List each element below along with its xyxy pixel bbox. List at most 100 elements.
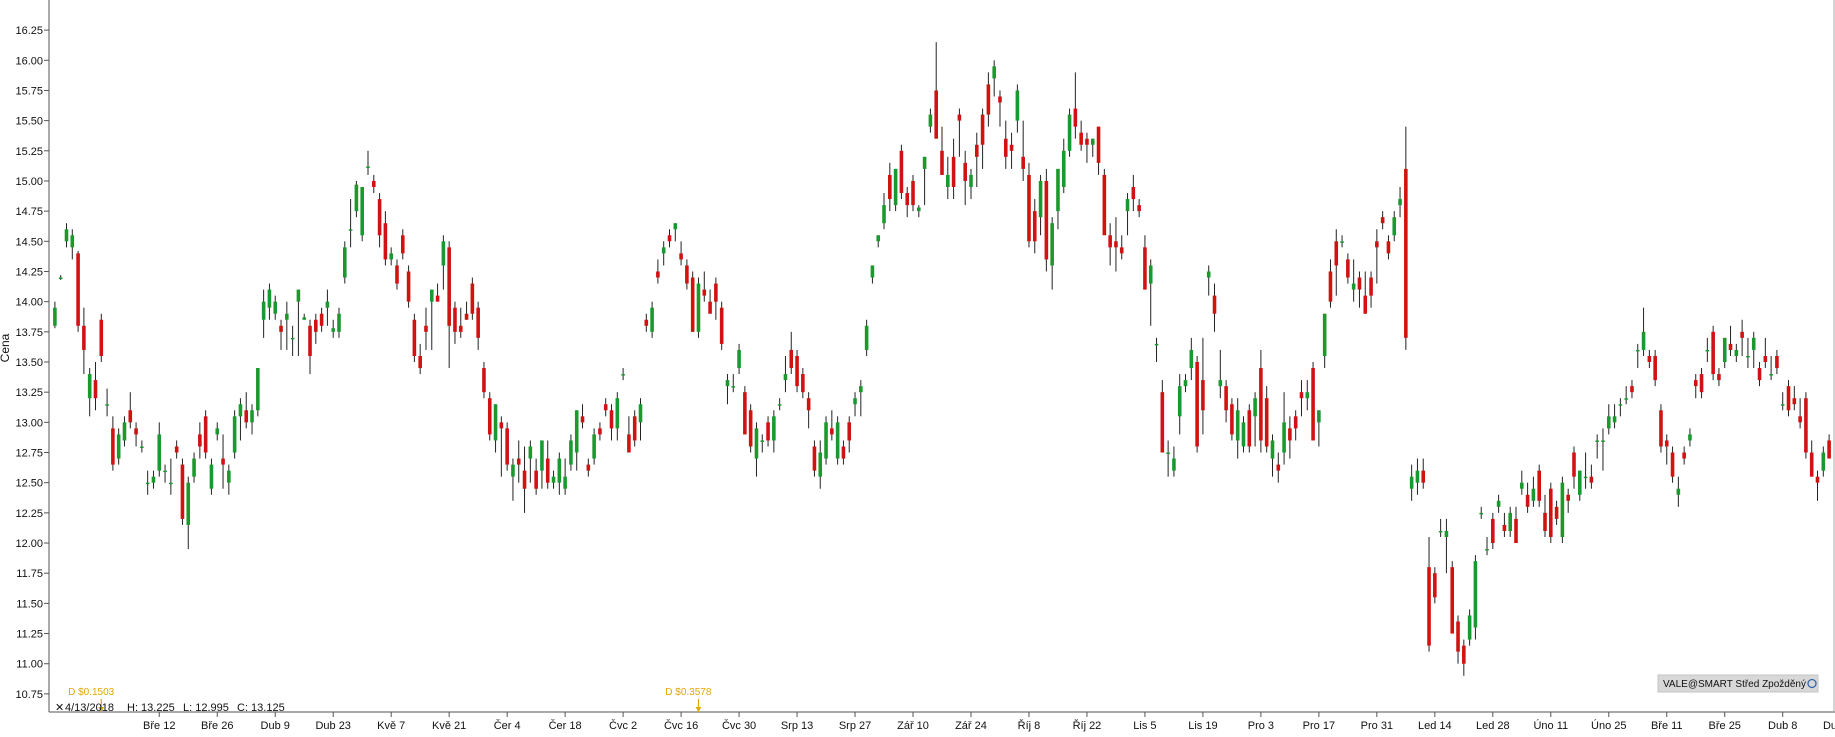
candle-body [64, 229, 69, 242]
candle [1154, 337, 1159, 362]
candle-body [1154, 343, 1159, 346]
candle-body [621, 374, 625, 376]
candle [1427, 537, 1431, 652]
candle-body [145, 482, 150, 485]
candle-body [1670, 452, 1675, 477]
x-tick-label: Čvc 16 [664, 719, 698, 732]
candle-body [1044, 180, 1049, 260]
candle [1746, 337, 1750, 369]
candle-body [325, 301, 330, 308]
close-x-icon[interactable]: ✕ [55, 702, 64, 714]
candle [1647, 349, 1652, 369]
candle [870, 265, 875, 284]
candle-body [1317, 410, 1321, 423]
candle [835, 416, 840, 465]
candle [1734, 343, 1739, 362]
candle-body [569, 440, 573, 465]
candle-body [1444, 530, 1449, 537]
candle-body [1131, 187, 1136, 200]
refresh-icon[interactable] [1807, 678, 1817, 689]
candle [1624, 386, 1628, 405]
candle [1148, 259, 1153, 326]
candle-body [1224, 386, 1228, 411]
candle-body [1467, 615, 1472, 640]
candle [244, 392, 249, 429]
candle [1253, 392, 1257, 447]
candle-body [667, 235, 672, 242]
candle-body [1114, 241, 1118, 248]
y-axis-ticks: 10.75 11.00 11.25 11.50 11.75 12.00 12.25 12.50… [15, 25, 49, 701]
candle-body [905, 193, 910, 206]
candle [192, 452, 196, 483]
candle [1438, 518, 1443, 537]
candle-body [1618, 404, 1623, 406]
candle-body [864, 325, 869, 350]
candle-body [777, 404, 782, 406]
candle-body [1079, 132, 1083, 145]
candle [1363, 271, 1368, 314]
candle [598, 422, 602, 441]
candle [725, 374, 730, 405]
x-tick-label: Kvě 21 [432, 720, 466, 732]
candle-body [1577, 470, 1582, 495]
candle [1821, 446, 1826, 477]
candle [163, 464, 167, 483]
candle-body [1583, 476, 1588, 479]
candle-body [1148, 265, 1153, 284]
candle [1409, 464, 1414, 501]
candle [1317, 410, 1321, 447]
candle [893, 168, 898, 212]
candle [969, 168, 973, 200]
candle [656, 259, 660, 284]
candle-body [627, 434, 631, 453]
candle-body [1751, 337, 1756, 350]
candle-body [105, 404, 109, 406]
candle [1369, 271, 1373, 308]
candle [1096, 126, 1101, 175]
candle [1166, 440, 1170, 477]
candle [1027, 162, 1031, 248]
candle-body [343, 247, 347, 278]
candle [412, 313, 417, 362]
candle [1404, 126, 1408, 350]
candle [679, 241, 683, 266]
candle [418, 343, 422, 375]
candle-body [516, 458, 521, 465]
candle [429, 289, 434, 350]
candle [343, 241, 347, 284]
candle [714, 277, 718, 320]
candle-body [882, 205, 886, 224]
candle-body [412, 319, 417, 356]
x-tick-label: Bře 25 [1709, 720, 1741, 732]
candle [116, 428, 121, 465]
candle-body [1485, 549, 1489, 551]
candle-body [1398, 199, 1402, 206]
candle-body [650, 307, 654, 332]
candle-body [476, 307, 480, 338]
x-tick-label: Čer 4 [494, 719, 521, 732]
candle-body [1270, 440, 1275, 459]
candle-body [1305, 392, 1310, 399]
symbol-badge[interactable]: VALE@SMART Střed Zpožděný [1657, 674, 1819, 693]
candle [603, 398, 608, 417]
candle [1067, 108, 1072, 157]
candle-body [1067, 114, 1072, 151]
dividend-markers: D $0.1503 D $0.3578 [68, 687, 712, 712]
candle [331, 319, 336, 338]
candle [1230, 398, 1234, 441]
candle [180, 458, 185, 525]
candle [256, 368, 260, 417]
candle [354, 180, 359, 218]
candle-body [899, 150, 904, 194]
candle [1554, 500, 1559, 525]
candle-body [1693, 380, 1698, 387]
candle-body [470, 283, 475, 314]
candle [876, 235, 881, 248]
candle-body [1717, 374, 1721, 381]
candle [1125, 193, 1130, 236]
candle-body [418, 355, 422, 369]
candle-body [76, 253, 80, 326]
candle [772, 410, 776, 453]
candle-body [830, 428, 834, 435]
